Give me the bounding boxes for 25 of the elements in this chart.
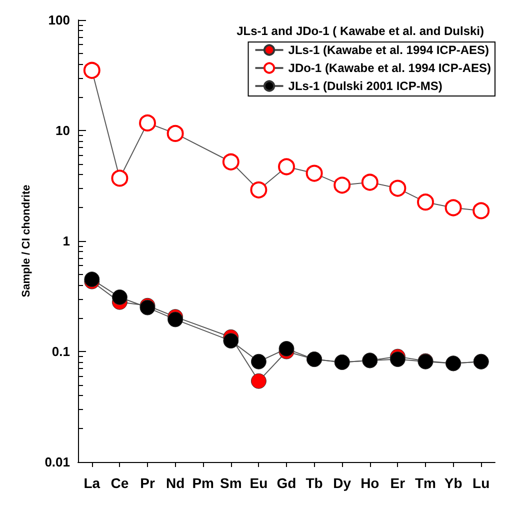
y-tick-label: 0.01: [44, 454, 70, 470]
legend-label: JLs-1 (Kawabe et al. 1994 ICP-AES): [288, 43, 490, 57]
x-tick-label: Nd: [166, 475, 185, 491]
x-tick-label: Tm: [415, 475, 436, 491]
x-tick-label: Ho: [360, 475, 380, 491]
x-tick-label: Tb: [306, 475, 323, 491]
y-axis-title: Sample / CI chondrite: [20, 184, 32, 298]
legend-label: JDo-1 (Kawabe et al. 1994 ICP-AES): [288, 61, 492, 75]
y-tick-label: 1: [62, 234, 70, 248]
x-tick-label: Dy: [333, 475, 352, 491]
x-tick-label: Pm: [192, 475, 214, 491]
y-tick-label: 10: [56, 123, 70, 138]
x-tick-label: Eu: [250, 475, 268, 491]
legend-label: JLs-1 (Dulski 2001 ICP-MS): [288, 79, 442, 93]
x-tick-label: La: [84, 475, 100, 491]
x-tick-label: Pr: [140, 475, 156, 491]
x-tick-label: Sm: [220, 475, 242, 491]
x-tick-label: Er: [390, 475, 406, 491]
x-tick-label: Yb: [444, 475, 462, 491]
y-tick-label: 100: [48, 12, 70, 28]
legend-title: JLs-1 and JDo-1 ( Kawabe et al. and Dulski): [236, 24, 484, 38]
x-tick-label: Ce: [110, 475, 129, 491]
y-tick-label: 0.1: [52, 344, 70, 359]
x-tick-label: Gd: [276, 475, 296, 491]
x-tick-label: Lu: [472, 475, 490, 491]
